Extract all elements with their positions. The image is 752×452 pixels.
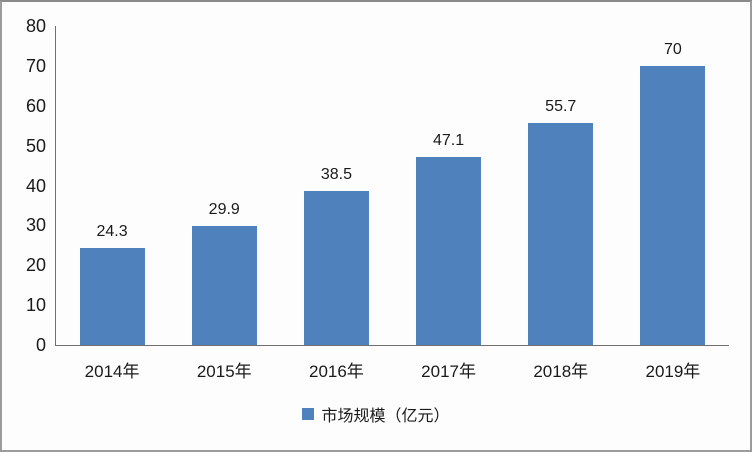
x-tick-label: 2014年 <box>84 362 140 381</box>
legend: 市场规模（亿元） <box>2 402 750 426</box>
x-tick-label: 2017年 <box>421 362 476 381</box>
bar-2016年 <box>303 191 369 345</box>
y-tick-label: 50 <box>25 135 46 156</box>
bar-2015年 <box>191 225 257 345</box>
legend-label: 市场规模（亿元） <box>321 408 450 425</box>
bar-2019年 <box>640 65 706 345</box>
bar-value-label: 38.5 <box>320 166 352 184</box>
y-tick-label: 30 <box>25 215 46 236</box>
y-tick-label: 10 <box>25 295 46 316</box>
x-axis-line <box>55 345 729 346</box>
y-tick-label: 70 <box>25 55 46 76</box>
bar-value-label: 29.9 <box>208 200 240 218</box>
bar-value-label: 47.1 <box>433 132 465 150</box>
y-axis-line <box>55 26 56 345</box>
y-tick-label: 40 <box>25 175 46 196</box>
bar-2014年 <box>79 248 145 345</box>
bar-value-label: 24.3 <box>96 223 128 241</box>
y-tick-label: 0 <box>35 335 46 355</box>
bar-value-label: 55.7 <box>545 97 577 115</box>
x-tick-label: 2018年 <box>533 362 589 381</box>
y-tick-label: 20 <box>25 255 46 276</box>
x-tick-label: 2016年 <box>308 362 364 381</box>
y-tick-label: 80 <box>25 16 46 36</box>
x-tick-label: 2019年 <box>645 362 701 381</box>
y-tick-label: 60 <box>25 95 46 116</box>
legend-square-icon <box>302 408 315 420</box>
x-tick-label: 2015年 <box>196 362 252 381</box>
bar-2017年 <box>416 157 482 345</box>
bar-value-label: 70 <box>664 40 682 58</box>
bar-2018年 <box>528 122 594 345</box>
